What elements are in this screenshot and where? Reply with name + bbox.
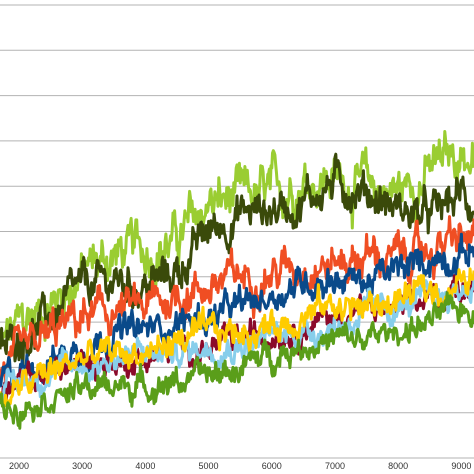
series-group [0,130,474,430]
x-tick-label: 3000 [72,461,92,471]
x-tick-label: 8000 [388,461,408,471]
series-line-3 [0,215,474,386]
x-tick-label: 4000 [135,461,155,471]
series-line-7 [0,267,474,408]
series-line-4 [0,232,474,392]
x-tick-label: 5000 [199,461,219,471]
series-line-8 [0,291,474,430]
x-tick-label: 7000 [325,461,345,471]
x-axis-ticks: 2000 3000 4000 5000 6000 7000 8000 9000 [9,461,471,471]
series-line-2 [0,152,474,368]
x-tick-label: 6000 [262,461,282,471]
series-line-6 [0,277,474,406]
x-tick-label: 2000 [9,461,29,471]
x-tick-label: 9000 [451,461,471,471]
